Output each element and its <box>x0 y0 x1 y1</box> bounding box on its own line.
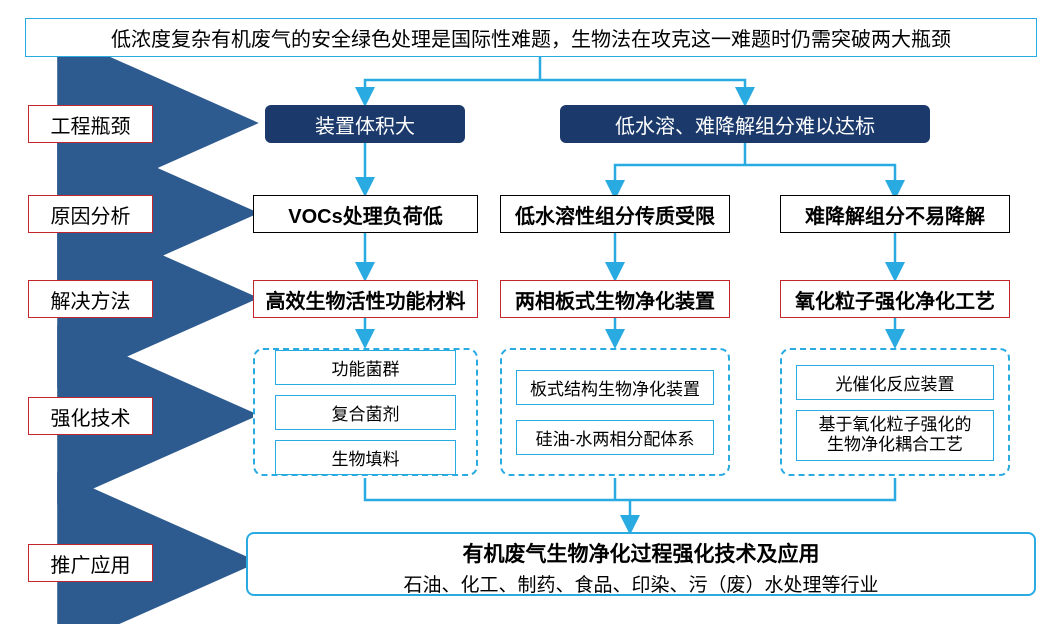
left-label-5: 推广应用 <box>28 544 153 582</box>
application-title: 有机废气生物净化过程强化技术及应用 <box>248 538 1034 568</box>
cause-3-text: 难降解组分不易降解 <box>805 200 985 229</box>
left-label-2: 原因分析 <box>28 195 153 233</box>
problem-box-1: 装置体积大 <box>265 105 465 143</box>
tech-group-2: 板式结构生物净化装置 硅油-水两相分配体系 <box>500 348 730 476</box>
solution-box-1: 高效生物活性功能材料 <box>253 280 478 318</box>
left-label-4: 强化技术 <box>28 397 153 435</box>
left-label-5-text: 推广应用 <box>51 549 131 578</box>
title-text: 低浓度复杂有机废气的安全绿色处理是国际性难题，生物法在攻克这一难题时仍需突破两大… <box>111 23 951 52</box>
tech-group-3: 光催化反应装置 基于氧化粒子强化的 生物净化耦合工艺 <box>780 348 1010 476</box>
solution-1-text: 高效生物活性功能材料 <box>266 285 466 314</box>
application-sub: 石油、化工、制药、食品、印染、污（废）水处理等行业 <box>248 570 1034 597</box>
solution-box-3: 氧化粒子强化净化工艺 <box>780 280 1010 318</box>
solution-2-text: 两相板式生物净化装置 <box>515 285 715 314</box>
cause-box-2: 低水溶性组分传质受限 <box>500 195 730 233</box>
tech-3-1: 光催化反应装置 <box>796 365 994 400</box>
flowchart-canvas: 低浓度复杂有机废气的安全绿色处理是国际性难题，生物法在攻克这一难题时仍需突破两大… <box>0 0 1061 624</box>
left-label-3: 解决方法 <box>28 280 153 318</box>
problem-2-text: 低水溶、难降解组分难以达标 <box>615 110 875 139</box>
cause-box-1: VOCs处理负荷低 <box>253 195 478 233</box>
solution-3-text: 氧化粒子强化净化工艺 <box>795 285 995 314</box>
title-box: 低浓度复杂有机废气的安全绿色处理是国际性难题，生物法在攻克这一难题时仍需突破两大… <box>25 18 1037 57</box>
left-label-4-text: 强化技术 <box>51 402 131 431</box>
left-label-2-text: 原因分析 <box>51 200 131 229</box>
tech-1-3: 生物填料 <box>275 440 456 475</box>
problem-1-text: 装置体积大 <box>315 110 415 139</box>
tech-group-1: 功能菌群 复合菌剂 生物填料 <box>253 348 478 476</box>
cause-box-3: 难降解组分不易降解 <box>780 195 1010 233</box>
tech-2-1: 板式结构生物净化装置 <box>516 370 714 405</box>
application-box: 有机废气生物净化过程强化技术及应用 石油、化工、制药、食品、印染、污（废）水处理… <box>246 532 1036 596</box>
cause-2-text: 低水溶性组分传质受限 <box>515 200 715 229</box>
tech-1-2: 复合菌剂 <box>275 395 456 430</box>
problem-box-2: 低水溶、难降解组分难以达标 <box>560 105 930 143</box>
left-label-1-text: 工程瓶颈 <box>51 110 131 139</box>
tech-3-2: 基于氧化粒子强化的 生物净化耦合工艺 <box>796 410 994 461</box>
left-label-3-text: 解决方法 <box>51 285 131 314</box>
left-label-1: 工程瓶颈 <box>28 105 153 143</box>
tech-1-1: 功能菌群 <box>275 350 456 385</box>
solution-box-2: 两相板式生物净化装置 <box>500 280 730 318</box>
tech-2-2: 硅油-水两相分配体系 <box>516 420 714 455</box>
cause-1-text: VOCs处理负荷低 <box>288 200 442 229</box>
